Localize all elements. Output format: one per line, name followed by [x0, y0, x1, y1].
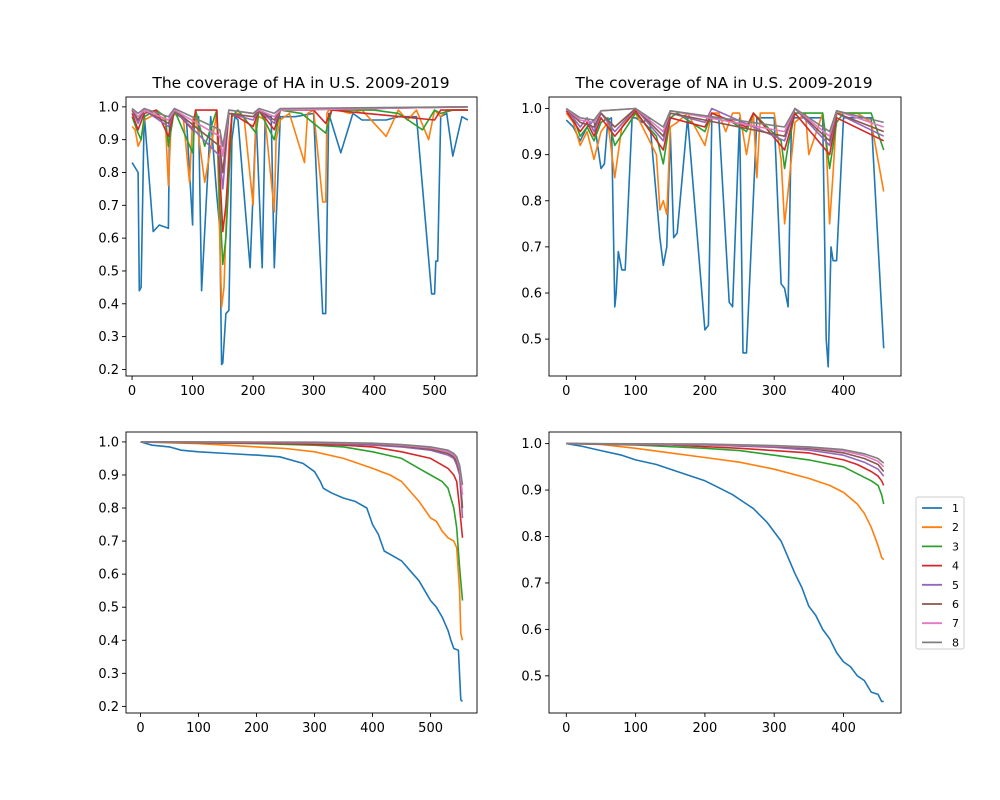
ha-timeline-ytick-label: 0.7: [98, 199, 119, 214]
panel-na-timeline: The coverage of NA in U.S. 2009-2019 0 10…: [521, 74, 902, 399]
ha-timeline-ytick-label: 0.2: [98, 363, 119, 378]
legend-label-7: 7: [952, 617, 959, 630]
na-timeline-series-7-line: [565, 107, 884, 137]
panel-ha-timeline: The coverage of HA in U.S. 2009-2019 0 10…: [98, 74, 478, 399]
legend-label-5: 5: [952, 579, 959, 592]
ha-sorted-ytick-label: 0.2: [98, 700, 119, 715]
ha-sorted-ytick-label: 0.4: [98, 634, 119, 649]
na-timeline-xtick-label: 300: [762, 384, 787, 399]
na-sorted-xtick-label: 0: [562, 721, 570, 736]
na-timeline-ytick-label: 0.7: [521, 240, 542, 255]
na-timeline-xtick-label: 200: [692, 384, 717, 399]
panel-ha-title: The coverage of HA in U.S. 2009-2019: [151, 74, 449, 92]
legend-frame: [915, 496, 965, 650]
ha-timeline-series-8-line: [131, 106, 468, 147]
na-sorted-ytick-label: 1.0: [521, 437, 542, 452]
na-timeline-ytick-label: 0.9: [521, 148, 542, 163]
na-timeline-axes-frame: [548, 96, 902, 377]
na-sorted-series-3-line: [566, 442, 885, 505]
ha-sorted-xtick-label: 100: [186, 721, 211, 736]
na-timeline-xtick-label: 400: [831, 384, 856, 399]
na-sorted-ytick-label: 0.8: [521, 530, 542, 545]
ha-sorted-xtick-label: 400: [360, 721, 385, 736]
legend-label-1: 1: [952, 502, 959, 515]
ha-timeline-ytick-label: 0.8: [98, 166, 119, 181]
ha-timeline-xtick-label: 0: [128, 384, 136, 399]
na-sorted-xtick-label: 300: [762, 721, 787, 736]
ha-sorted-series-3-line: [140, 441, 464, 601]
na-timeline-ytick-label: 0.6: [521, 286, 542, 301]
na-timeline-series-group: [565, 107, 885, 368]
ha-timeline-series-4-line: [131, 109, 468, 233]
ha-sorted-ytick-label: 0.8: [98, 502, 119, 517]
na-timeline-xtick-label: 100: [623, 384, 648, 399]
ha-timeline-xtick-label: 200: [241, 384, 266, 399]
ha-sorted-xtick-label: 500: [418, 721, 443, 736]
na-sorted-ytick-label: 0.9: [521, 484, 542, 499]
ha-timeline-xtick-label: 500: [422, 384, 447, 399]
ha-sorted-series-8-line: [140, 441, 464, 486]
na-sorted-series-4-line: [566, 442, 885, 486]
ha-timeline-axes-frame: [125, 96, 478, 377]
legend-label-2: 2: [952, 521, 959, 534]
na-timeline-series-4-line: [565, 110, 885, 156]
ha-timeline-ytick-label: 0.5: [98, 264, 119, 279]
ha-sorted-ytick-label: 0.5: [98, 601, 119, 616]
ha-timeline-ytick-label: 0.6: [98, 232, 119, 247]
ha-timeline-ytick-label: 0.3: [98, 330, 119, 345]
na-sorted-series-8-line: [566, 442, 885, 464]
na-sorted-xtick-label: 200: [692, 721, 717, 736]
ha-timeline-series-7-line: [131, 106, 468, 157]
ha-sorted-xtick-label: 300: [302, 721, 327, 736]
ha-sorted-ytick-label: 0.3: [98, 667, 119, 682]
ha-sorted-series-4-line: [140, 441, 464, 538]
na-sorted-series-2-line: [566, 442, 885, 561]
ha-sorted-xtick-label: 0: [136, 721, 144, 736]
legend-label-6: 6: [952, 598, 959, 611]
ha-sorted-ytick-label: 0.6: [98, 568, 119, 583]
ha-timeline-ytick-label: 0.4: [98, 297, 119, 312]
ha-timeline-xtick-label: 400: [362, 384, 387, 399]
panel-ha-sorted: 0 100 200 300 400 500 0.2 0.3 0.4 0.5 0.6 0.7 0.8 0.9…: [98, 431, 478, 736]
legend-label-4: 4: [952, 560, 959, 573]
legend-label-8: 8: [952, 636, 959, 649]
ha-timeline-ytick-label: 0.9: [98, 133, 119, 148]
ha-sorted-ytick-label: 0.9: [98, 468, 119, 483]
na-timeline-ytick-label: 1.0: [521, 102, 542, 117]
panel-na-sorted: 0 100 200 300 400 0.5 0.6 0.7 0.8 0.9 1.0: [521, 431, 902, 736]
na-timeline-xtick-label: 0: [562, 384, 570, 399]
ha-sorted-series-1-line: [140, 441, 464, 702]
ha-sorted-axes-frame: [125, 431, 478, 714]
panel-na-title: The coverage of NA in U.S. 2009-2019: [574, 74, 872, 92]
ha-sorted-xtick-label: 200: [244, 721, 269, 736]
ha-sorted-ytick-label: 0.7: [98, 535, 119, 550]
na-sorted-series-group: [566, 442, 885, 703]
na-timeline-ytick-label: 0.8: [521, 194, 542, 209]
ha-timeline-xtick-label: 100: [180, 384, 205, 399]
na-sorted-ytick-label: 0.6: [521, 623, 542, 638]
ha-sorted-series-group: [140, 441, 464, 702]
na-sorted-xtick-label: 100: [623, 721, 648, 736]
ha-timeline-series-group: [131, 106, 469, 366]
na-sorted-ytick-label: 0.7: [521, 576, 542, 591]
ha-sorted-ytick-label: 1.0: [98, 435, 119, 450]
na-timeline-series-6-line: [565, 107, 884, 142]
na-sorted-ytick-label: 0.5: [521, 669, 542, 684]
na-timeline-ytick-label: 0.5: [521, 333, 542, 348]
na-sorted-axes-frame: [548, 431, 902, 714]
legend: 1 2 3 4 5 6 7 8: [915, 496, 965, 650]
ha-timeline-xtick-label: 300: [301, 384, 326, 399]
na-sorted-series-1-line: [566, 442, 884, 703]
ha-sorted-series-2-line: [140, 441, 464, 641]
legend-label-3: 3: [952, 540, 959, 553]
na-sorted-xtick-label: 400: [831, 721, 856, 736]
na-timeline-series-8-line: [565, 107, 884, 133]
ha-timeline-ytick-label: 1.0: [98, 100, 119, 115]
